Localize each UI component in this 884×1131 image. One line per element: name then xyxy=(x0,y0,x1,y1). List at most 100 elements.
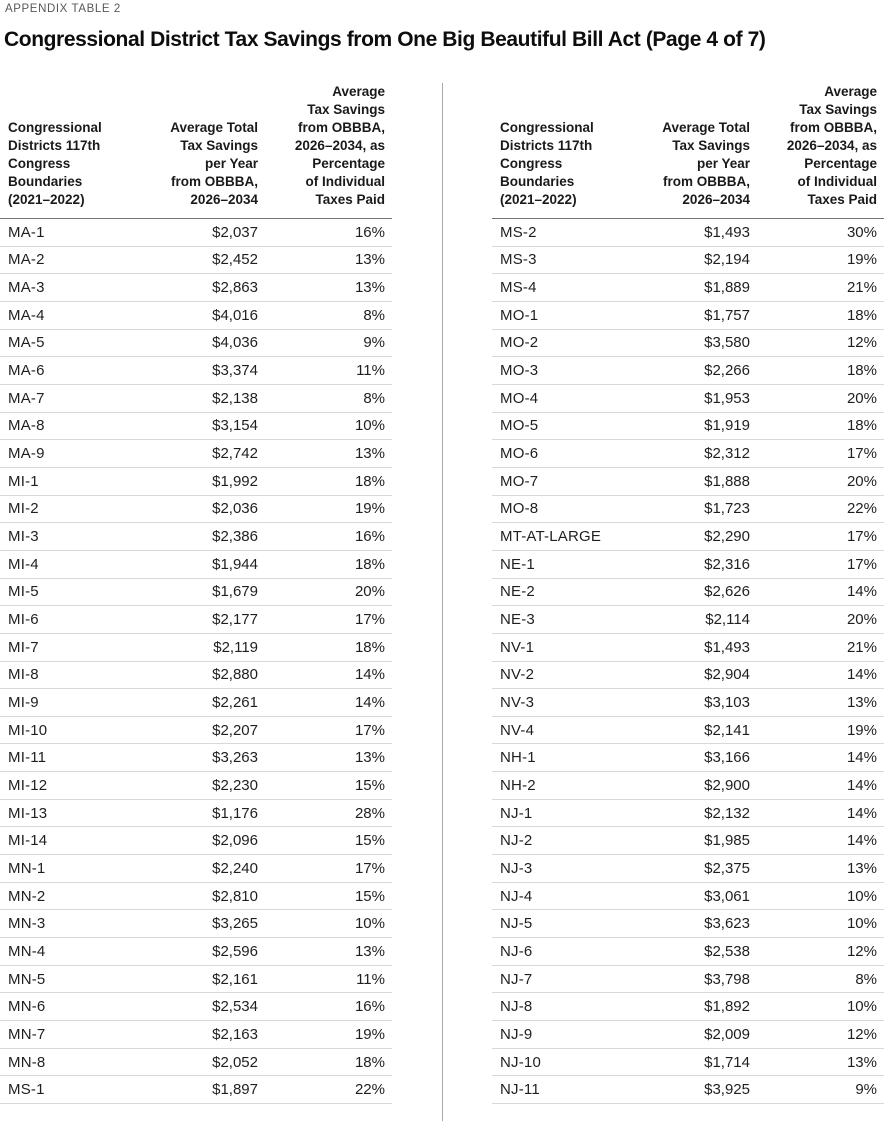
district-cell: MI-9 xyxy=(0,688,150,717)
pct-cell: 13% xyxy=(750,854,884,883)
pct-cell: 14% xyxy=(750,578,884,607)
vertical-divider xyxy=(442,83,443,1121)
district-cell: NJ-3 xyxy=(492,854,642,883)
savings-cell: $4,036 xyxy=(150,329,258,358)
district-cell: MS-1 xyxy=(0,1075,150,1104)
district-cell: NJ-9 xyxy=(492,1020,642,1049)
table-body-left: MA-1 $2,037 16% MA-2 $2,452 13% MA-3 $2,863 13% M… xyxy=(0,218,392,1104)
district-cell: MO-1 xyxy=(492,301,642,330)
pct-cell: 20% xyxy=(750,605,884,634)
pct-cell: 14% xyxy=(750,743,884,773)
pct-cell: 8% xyxy=(750,965,884,994)
district-cell: MN-4 xyxy=(0,937,150,966)
pct-cell: 13% xyxy=(258,273,392,302)
district-cell: MT-AT-LARGE xyxy=(492,522,642,551)
district-cell: NV-3 xyxy=(492,688,642,717)
savings-cell: $2,177 xyxy=(150,605,258,634)
pct-cell: 17% xyxy=(258,854,392,883)
pct-cell: 17% xyxy=(258,605,392,634)
district-cell: MI-10 xyxy=(0,716,150,745)
table-row: MA-5 $4,036 9% xyxy=(0,329,392,358)
pct-cell: 17% xyxy=(750,522,884,551)
pct-cell: 10% xyxy=(750,882,884,911)
district-cell: MA-3 xyxy=(0,273,150,302)
tax-savings-table-right: Congressional Districts 117th Congress B… xyxy=(492,83,884,1104)
savings-cell: $2,596 xyxy=(150,937,258,966)
savings-cell: $3,798 xyxy=(642,965,750,994)
pct-cell: 20% xyxy=(258,578,392,607)
savings-cell: $3,925 xyxy=(642,1075,750,1104)
savings-cell: $1,985 xyxy=(642,826,750,856)
table-row: MO-3 $2,266 18% xyxy=(492,356,884,385)
savings-cell: $1,714 xyxy=(642,1048,750,1077)
pct-cell: 13% xyxy=(258,246,392,275)
district-cell: MO-3 xyxy=(492,356,642,385)
district-cell: NV-2 xyxy=(492,661,642,690)
pct-cell: 12% xyxy=(750,329,884,358)
savings-cell: $2,375 xyxy=(642,854,750,883)
savings-cell: $2,240 xyxy=(150,854,258,883)
district-cell: MA-8 xyxy=(0,412,150,441)
table-row: NH-2 $2,900 14% xyxy=(492,771,884,800)
pct-cell: 15% xyxy=(258,882,392,911)
savings-cell: $3,061 xyxy=(642,882,750,911)
savings-cell: $1,493 xyxy=(642,633,750,662)
district-cell: MI-2 xyxy=(0,495,150,524)
table-row: MI-3 $2,386 16% xyxy=(0,522,392,551)
savings-cell: $2,534 xyxy=(150,992,258,1022)
pct-cell: 12% xyxy=(750,1020,884,1049)
district-cell: MA-5 xyxy=(0,329,150,358)
savings-cell: $2,138 xyxy=(150,384,258,413)
pct-cell: 13% xyxy=(258,743,392,773)
table-row: MA-7 $2,138 8% xyxy=(0,384,392,413)
savings-cell: $1,889 xyxy=(642,273,750,302)
table-row: MS-2 $1,493 30% xyxy=(492,218,884,247)
pct-cell: 17% xyxy=(258,716,392,745)
table-row: NV-2 $2,904 14% xyxy=(492,661,884,690)
table-row: NJ-10 $1,714 13% xyxy=(492,1048,884,1077)
table-row: NJ-7 $3,798 8% xyxy=(492,965,884,994)
savings-cell: $2,742 xyxy=(150,439,258,468)
district-cell: MI-8 xyxy=(0,661,150,690)
pct-cell: 20% xyxy=(750,384,884,413)
district-cell: NV-1 xyxy=(492,633,642,662)
savings-cell: $1,679 xyxy=(150,578,258,607)
pct-cell: 14% xyxy=(750,799,884,828)
table-row: NH-1 $3,166 14% xyxy=(492,743,884,773)
pct-cell: 28% xyxy=(258,799,392,828)
savings-cell: $3,103 xyxy=(642,688,750,717)
table-row: MO-6 $2,312 17% xyxy=(492,439,884,468)
pct-cell: 16% xyxy=(258,218,392,247)
appendix-label: APPENDIX TABLE 2 xyxy=(5,3,121,15)
table-row: MI-7 $2,119 18% xyxy=(0,633,392,662)
district-cell: MS-3 xyxy=(492,246,642,275)
pct-cell: 18% xyxy=(258,1048,392,1077)
table-row: MO-4 $1,953 20% xyxy=(492,384,884,413)
district-cell: NJ-4 xyxy=(492,882,642,911)
savings-cell: $2,163 xyxy=(150,1020,258,1049)
savings-cell: $1,919 xyxy=(642,412,750,441)
district-cell: NJ-10 xyxy=(492,1048,642,1077)
district-cell: MN-1 xyxy=(0,854,150,883)
pct-cell: 13% xyxy=(750,1048,884,1077)
savings-cell: $1,888 xyxy=(642,467,750,496)
pct-cell: 19% xyxy=(258,495,392,524)
pct-cell: 14% xyxy=(750,661,884,690)
pct-cell: 11% xyxy=(258,356,392,385)
district-cell: MI-7 xyxy=(0,633,150,662)
table-row: MI-6 $2,177 17% xyxy=(0,605,392,634)
district-cell: MN-6 xyxy=(0,992,150,1022)
district-cell: NE-3 xyxy=(492,605,642,634)
district-cell: NH-1 xyxy=(492,743,642,773)
district-cell: MO-5 xyxy=(492,412,642,441)
savings-cell: $1,176 xyxy=(150,799,258,828)
table-row: MS-4 $1,889 21% xyxy=(492,273,884,302)
district-cell: MA-1 xyxy=(0,218,150,247)
pct-cell: 18% xyxy=(258,467,392,496)
savings-cell: $2,626 xyxy=(642,578,750,607)
pct-cell: 12% xyxy=(750,937,884,966)
table-row: MT-AT-LARGE $2,290 17% xyxy=(492,522,884,551)
savings-cell: $1,493 xyxy=(642,218,750,247)
district-cell: MN-2 xyxy=(0,882,150,911)
savings-cell: $3,374 xyxy=(150,356,258,385)
